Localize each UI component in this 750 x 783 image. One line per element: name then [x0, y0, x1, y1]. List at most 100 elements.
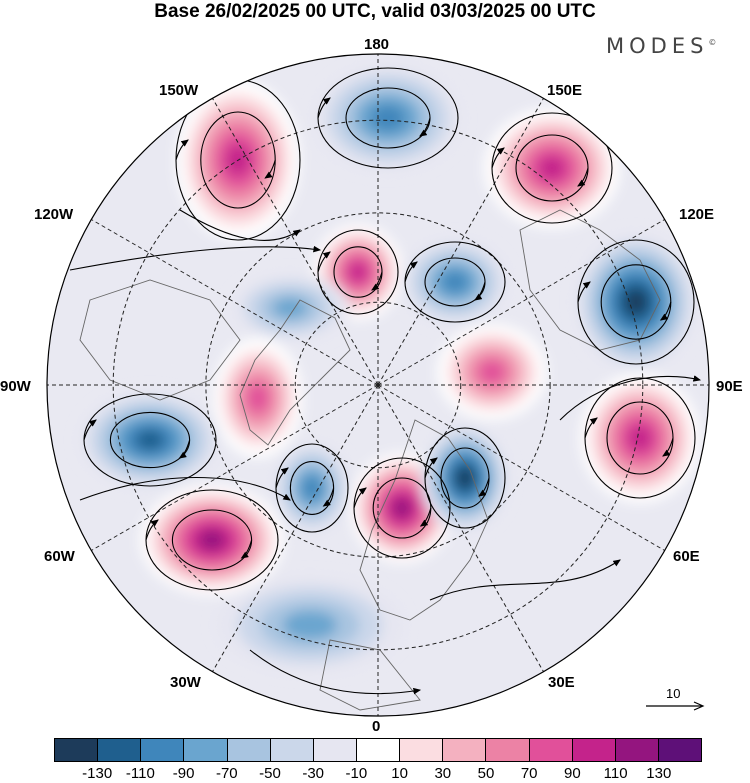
- flow-arrow: [322, 487, 335, 507]
- colorbar-cell: [227, 739, 271, 761]
- colorbar-cell: [443, 739, 487, 761]
- meridian-line: [377, 384, 544, 672]
- colorbar-cell: [572, 739, 616, 761]
- lon-label-150w: 150W: [159, 82, 199, 99]
- flow-arrow: [275, 467, 289, 489]
- colorbar-cell: [270, 739, 314, 761]
- flow-arrow: [240, 539, 253, 559]
- colorbar-tick-label: 130: [646, 765, 672, 782]
- anomaly-contour: [282, 610, 338, 640]
- colorbar-cell: [486, 739, 530, 761]
- flow-arrow: [478, 477, 490, 497]
- colorbar-tick-label: 90: [564, 765, 581, 782]
- flow-arrow: [371, 271, 383, 291]
- lon-label-120e: 120E: [679, 206, 715, 223]
- lon-label-180: 180: [364, 36, 390, 53]
- vector-scale-arrow: [646, 701, 705, 711]
- colorbar-cell: [529, 739, 573, 761]
- page-title: Base 26/02/2025 00 UTC, valid 03/03/2025…: [154, 1, 596, 22]
- flow-arrow: [79, 477, 291, 501]
- meridian-line: [212, 384, 379, 672]
- lon-label-90w: 90W: [0, 378, 31, 395]
- meridian-line: [377, 384, 665, 551]
- colorbar-tick-label: 30: [434, 765, 452, 782]
- flow-arrow: [577, 281, 591, 303]
- colorbar-tick-label: 110: [603, 765, 628, 782]
- colorbar-tick-label: -130: [82, 765, 113, 782]
- anomaly-contour: [628, 425, 652, 451]
- anomaly-contour: [349, 262, 367, 282]
- flow-arrow: [317, 251, 331, 273]
- flow-arrow: [317, 97, 331, 119]
- lon-label-90e: 90E: [716, 378, 743, 395]
- anomaly-contour: [442, 271, 468, 293]
- anomaly-contour: [200, 530, 224, 550]
- flow-arrow: [577, 167, 589, 187]
- coastline: [319, 639, 421, 711]
- colorbar-tick-label: -30: [302, 765, 325, 782]
- flow-arrow: [179, 209, 301, 241]
- flow-arrow: [491, 147, 505, 169]
- lon-label-60e: 60E: [673, 548, 700, 565]
- flow-arrow: [659, 301, 672, 321]
- lon-label-150e: 150E: [547, 82, 583, 99]
- colorbar-tick-label: -10: [345, 765, 368, 782]
- colorbar-ticks: -130 -110 -90 -70 -50 -30 -10 10 30 50 70 90 110 130: [54, 763, 702, 783]
- colorbar-tick-label: -50: [259, 765, 281, 782]
- flow-arrow: [662, 437, 674, 457]
- anomaly-contour: [393, 498, 411, 518]
- anomaly-contour: [625, 290, 647, 314]
- anomaly-contour: [479, 360, 505, 384]
- coastline: [519, 209, 661, 351]
- meridian-line: [212, 98, 379, 386]
- colorbar-cell: [615, 739, 659, 761]
- map-boundary: [46, 53, 710, 717]
- anomaly-contour: [136, 430, 164, 450]
- colorbar-tick-label: 10: [391, 765, 408, 782]
- lon-label-120w: 120W: [34, 206, 74, 223]
- flow-arrow: [353, 487, 367, 509]
- colorbar-cell: [356, 739, 401, 761]
- flow-arrow: [429, 559, 621, 601]
- flow-arrow: [264, 159, 276, 179]
- flow-arrow: [178, 439, 191, 459]
- brand-name: MODES: [606, 34, 709, 58]
- flow-arrow: [419, 117, 431, 137]
- flow-arrow: [404, 261, 418, 283]
- meridian-line: [377, 219, 665, 386]
- vector-scale-label: 10: [666, 686, 681, 701]
- anomaly-contour: [370, 105, 406, 131]
- coastline: [79, 279, 241, 401]
- colorbar-cell: [98, 739, 142, 761]
- lon-label-30e: 30E: [548, 674, 575, 691]
- flow-arrow: [559, 375, 702, 421]
- streamline: [372, 477, 432, 539]
- meridian-line: [91, 384, 379, 551]
- latitude-circle: [112, 119, 644, 651]
- vector-scale-key: 10: [644, 686, 706, 726]
- colorbar-tick-label: -70: [215, 765, 238, 782]
- lon-label-60w: 60W: [44, 548, 75, 565]
- colorbar-tick-label: 70: [520, 765, 538, 782]
- flow-arrow: [584, 417, 598, 439]
- colorbar: [54, 738, 702, 762]
- anomaly-contour: [302, 476, 322, 500]
- flow-arrow: [69, 245, 322, 271]
- colorbar-tick-label: -90: [172, 765, 195, 782]
- latitude-circle: [294, 301, 462, 469]
- meridian-line: [91, 219, 379, 386]
- flow-arrow: [175, 139, 189, 161]
- anomaly-contour: [247, 384, 269, 412]
- flow-arrow: [419, 507, 432, 527]
- colorbar-cell: [313, 739, 357, 761]
- meridian-line: [377, 98, 544, 386]
- modes-logo: MODES©: [606, 34, 716, 58]
- flow-arrow: [249, 649, 422, 695]
- colorbar-tick-label: 50: [477, 765, 495, 782]
- anomaly-contour: [457, 468, 473, 488]
- lon-label-30w: 30W: [170, 674, 201, 691]
- colorbar-cell: [658, 739, 702, 761]
- flow-arrow: [145, 519, 159, 541]
- brand-mark: ©: [708, 38, 717, 47]
